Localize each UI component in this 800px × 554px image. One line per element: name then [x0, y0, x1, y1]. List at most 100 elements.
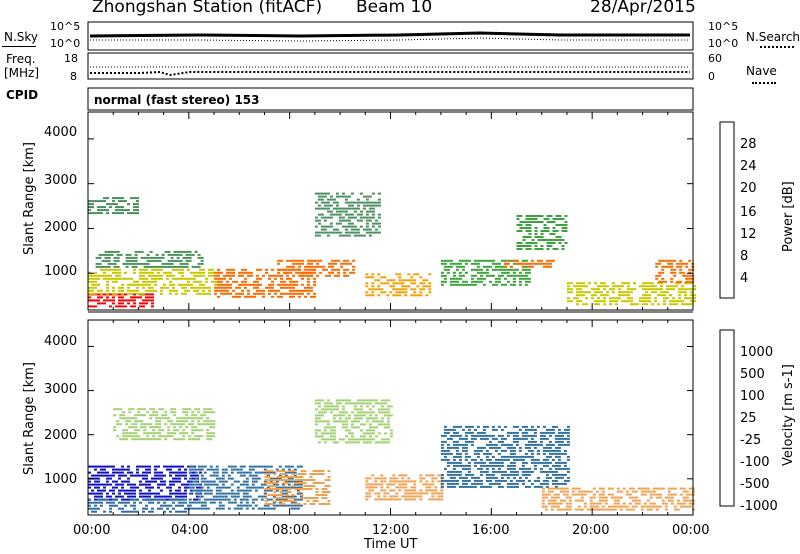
velocity-data-cell [142, 465, 145, 468]
velocity-data-cell [464, 455, 468, 458]
velocity-data-cell [530, 434, 534, 437]
power-data-cell [476, 262, 480, 265]
power-data-cell [528, 215, 532, 217]
velocity-data-cell [312, 485, 316, 487]
power-data-cell [350, 192, 354, 195]
velocity-data-cell [547, 490, 551, 493]
power-data-cell [521, 277, 525, 280]
power-data-cell [679, 262, 683, 265]
velocity-data-cell [269, 480, 273, 483]
velocity-data-cell [521, 461, 525, 464]
velocity-data-cell [173, 411, 177, 414]
power-data-cell [443, 259, 447, 262]
power-data-cell [606, 285, 609, 288]
velocity-data-cell [124, 480, 127, 483]
power-data-cell [271, 283, 274, 286]
velocity-data-cell [601, 499, 605, 502]
velocity-cbar-tick-neg1000: -1000 [740, 499, 778, 514]
power-data-cell [365, 204, 369, 207]
power-data-cell [522, 221, 526, 223]
velocity-data-cell [383, 399, 387, 402]
velocity-data-cell [160, 489, 163, 492]
velocity-data-cell [503, 425, 507, 428]
power-data-cell [567, 285, 570, 288]
power-data-cell [682, 274, 686, 277]
power-data-cell [545, 262, 549, 265]
velocity-data-cell [518, 455, 522, 458]
power-data-cell [684, 291, 687, 294]
power-data-cell [250, 274, 253, 277]
velocity-data-cell [359, 402, 363, 405]
power-data-cell [106, 292, 109, 295]
power-data-cell [624, 300, 627, 303]
velocity-data-cell [296, 483, 300, 486]
power-data-cell [485, 259, 489, 262]
velocity-data-cell [482, 446, 486, 449]
power-data-cell [395, 294, 399, 297]
velocity-data-cell [673, 505, 677, 508]
velocity-data-cell [133, 486, 136, 489]
power-data-cell [317, 213, 321, 216]
power-data-cell [118, 197, 121, 200]
velocity-data-cell [404, 474, 408, 477]
power-data-cell [377, 294, 381, 297]
power-data-cell [561, 224, 565, 226]
velocity-data-cell [149, 408, 153, 411]
power-data-cell [564, 230, 568, 232]
power-data-cell [205, 280, 208, 283]
power-data-cell [645, 300, 648, 303]
power-data-cell [115, 197, 118, 200]
power-data-cell [317, 222, 321, 225]
power-data-cell [350, 228, 354, 231]
velocity-data-cell [592, 502, 596, 505]
power-data-cell [558, 215, 562, 217]
power-data-cell [247, 292, 250, 295]
power-data-cell [642, 285, 645, 288]
power-data-cell [173, 250, 177, 253]
velocity-data-cell [542, 449, 546, 452]
power-data-cell [531, 215, 535, 217]
velocity-data-cell [137, 435, 141, 438]
velocity-data-cell [239, 483, 243, 486]
velocity-data-cell [392, 477, 396, 480]
velocity-data-cell [434, 489, 438, 492]
velocity-data-cell [422, 492, 426, 495]
power-data-cell [503, 268, 507, 271]
velocity-data-cell [181, 465, 184, 468]
velocity-data-cell [688, 499, 692, 502]
velocity-data-cell [503, 473, 507, 476]
velocity-data-cell [148, 510, 151, 513]
velocity-data-cell [300, 482, 304, 484]
velocity-data-cell [260, 465, 264, 468]
velocity-data-cell [163, 495, 166, 498]
power-data-cell [314, 201, 318, 204]
velocity-data-cell [506, 476, 510, 479]
power-data-cell [226, 274, 229, 277]
velocity-data-cell [166, 468, 169, 471]
velocity-data-cell [344, 423, 348, 426]
velocity-data-cell [479, 482, 483, 485]
velocity-data-cell [449, 437, 453, 440]
power-data-cell [687, 288, 690, 291]
velocity-data-cell [679, 493, 683, 496]
velocity-data-cell [324, 488, 328, 490]
velocity-data-cell [443, 428, 447, 431]
velocity-data-cell [413, 480, 417, 483]
velocity-data-cell [314, 423, 318, 426]
velocity-data-cell [592, 493, 596, 496]
velocity-data-cell [464, 440, 468, 443]
velocity-data-cell [571, 487, 575, 490]
velocity-data-cell [362, 423, 366, 426]
velocity-data-cell [200, 489, 204, 492]
velocity-data-cell [634, 490, 638, 493]
velocity-data-cell [179, 423, 183, 426]
power-data-cell [112, 289, 115, 292]
power-data-cell [94, 277, 97, 280]
power-data-cell [244, 286, 247, 289]
velocity-data-cell [377, 432, 381, 435]
power-data-cell [392, 285, 396, 288]
power-data-cell [666, 288, 669, 291]
power-data-cell [268, 274, 271, 277]
velocity-data-cell [485, 464, 489, 467]
velocity-data-cell [548, 446, 552, 449]
